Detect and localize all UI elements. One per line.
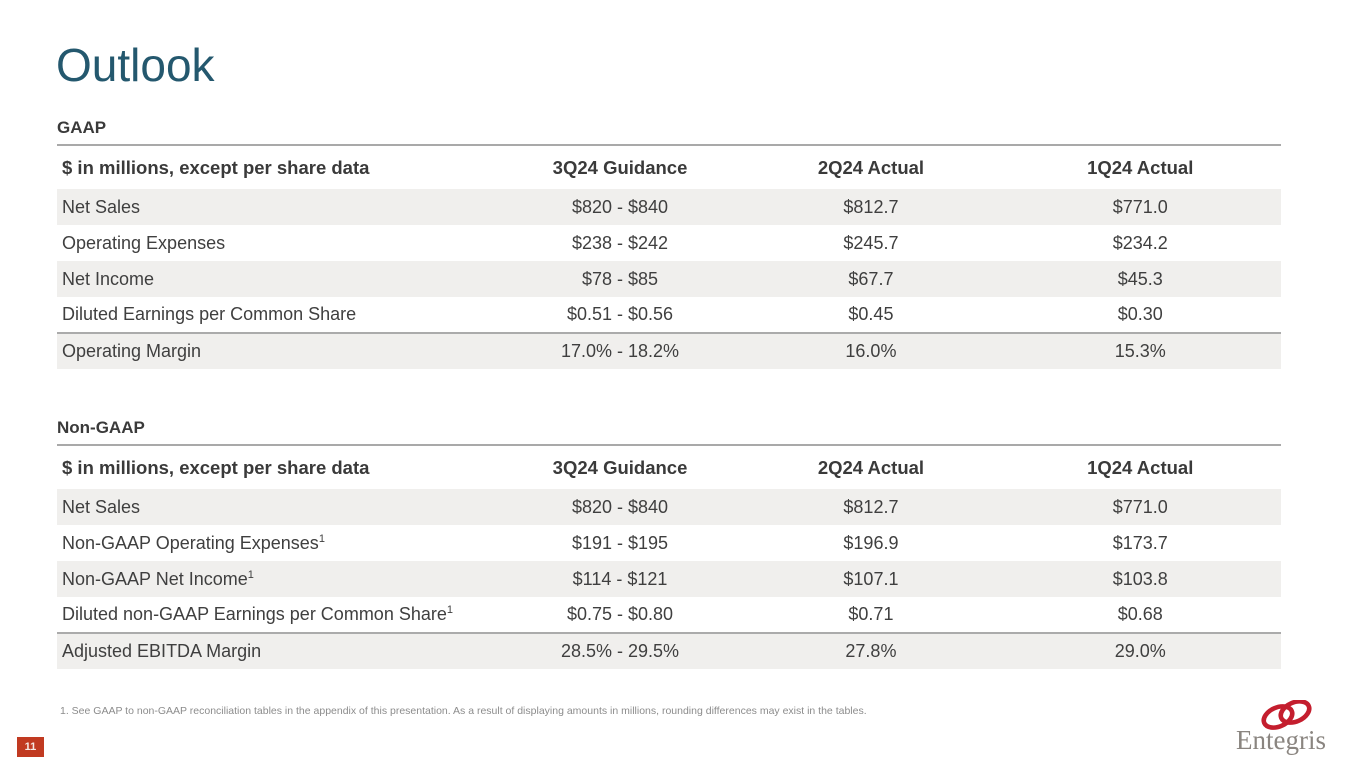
row-label: Non-GAAP Operating Expenses1 [62, 532, 325, 553]
row-label: Operating Expenses [62, 232, 226, 253]
cell-value: $0.71 [848, 604, 894, 624]
cell-value: $771.0 [1112, 496, 1168, 517]
non-gaap-section: Non-GAAP $ in millions, except per share… [57, 418, 1281, 669]
footnote-marker: 1 [446, 604, 453, 616]
row-label: Net Sales [62, 496, 141, 517]
cell-value: 28.5% - 29.5% [560, 641, 680, 661]
cell-value: 15.3% [1114, 341, 1166, 361]
cell-value: $238 - $242 [571, 232, 669, 253]
row-label: Diluted Earnings per Common Share [62, 304, 357, 324]
column-header: 1Q24 Actual [1087, 156, 1194, 178]
table-row: Diluted non-GAAP Earnings per Common Sha… [57, 597, 1281, 633]
row-label: Adjusted EBITDA Margin [62, 641, 262, 661]
page-title: Outlook [56, 39, 215, 91]
footnote-marker: 1 [318, 532, 325, 545]
column-header: 2Q24 Actual [817, 456, 925, 478]
cell-value: $0.75 - $0.80 [566, 604, 674, 624]
row-label: Net Sales [62, 196, 141, 217]
cell-value: $0.45 [848, 304, 894, 324]
column-header: 3Q24 Guidance [552, 156, 688, 178]
table-row: Adjusted EBITDA Margin 28.5% - 29.5% 27.8%… [57, 633, 1281, 669]
cell-value: $173.7 [1112, 532, 1168, 553]
row-label: Operating Margin [62, 341, 202, 361]
gaap-header-row: $ in millions, except per share data 3Q24… [57, 145, 1281, 189]
cell-value: $820 - $840 [571, 196, 669, 217]
cell-value: $812.7 [843, 196, 899, 217]
table-row: Operating Expenses $238 - $242 $245.7 $234.… [57, 225, 1281, 261]
non-gaap-table: $ in millions, except per share data 3Q24… [57, 444, 1281, 669]
cell-value: $820 - $840 [571, 496, 669, 517]
column-header: $ in millions, except per share data [62, 156, 370, 178]
table-row: Operating Margin 17.0% - 18.2% 16.0% 15.3% [57, 333, 1281, 369]
entegris-logo: Entegris [1221, 700, 1341, 756]
cell-value: $196.9 [843, 532, 899, 553]
cell-value: $812.7 [843, 496, 899, 517]
cell-value: $771.0 [1112, 196, 1168, 217]
page-number-badge: 11 [17, 737, 44, 757]
cell-value: 17.0% - 18.2% [560, 341, 680, 361]
logo-wordmark: Entegris [1236, 725, 1326, 755]
row-label: Diluted non-GAAP Earnings per Common Sha… [62, 604, 453, 624]
cell-value: $107.1 [843, 568, 899, 589]
footnote-marker: 1 [247, 568, 254, 581]
non-gaap-section-heading: Non-GAAP [57, 418, 145, 437]
cell-value: $191 - $195 [571, 532, 669, 553]
table-row: Net Income $78 - $85 $67.7 $45.3 [57, 261, 1281, 297]
table-row: Net Sales $820 - $840 $812.7 $771.0 [57, 489, 1281, 525]
gaap-section-heading: GAAP [57, 118, 107, 137]
gaap-table: $ in millions, except per share data 3Q24… [57, 144, 1281, 369]
non-gaap-header-row: $ in millions, except per share data 3Q24… [57, 445, 1281, 489]
footnote: 1. See GAAP to non-GAAP reconciliation t… [60, 705, 867, 717]
cell-value: 27.8% [845, 641, 897, 661]
cell-value: $0.30 [1117, 304, 1163, 324]
logo-rings-icon [1261, 700, 1312, 730]
table-row: Net Sales $820 - $840 $812.7 $771.0 [57, 189, 1281, 225]
cell-value: $45.3 [1117, 268, 1163, 289]
column-header: 1Q24 Actual [1087, 456, 1194, 478]
column-header: 2Q24 Actual [817, 156, 925, 178]
cell-value: $234.2 [1112, 232, 1168, 253]
column-header: $ in millions, except per share data [62, 456, 370, 478]
cell-value: $0.51 - $0.56 [566, 304, 674, 324]
cell-value: $78 - $85 [581, 268, 659, 289]
row-label: Net Income [62, 268, 155, 289]
table-row: Non-GAAP Net Income1 $114 - $121 $107.1 $10… [57, 561, 1281, 597]
cell-value: $114 - $121 [572, 568, 668, 589]
row-label: Non-GAAP Net Income1 [62, 568, 254, 589]
cell-value: $0.68 [1117, 604, 1163, 624]
table-row: Diluted Earnings per Common Share $0.51 -… [57, 297, 1281, 333]
cell-value: 29.0% [1114, 641, 1166, 661]
cell-value: 16.0% [845, 341, 897, 361]
cell-value: $103.8 [1112, 568, 1168, 589]
table-row: Non-GAAP Operating Expenses1 $191 - $195 $… [57, 525, 1281, 561]
gaap-section: GAAP $ in millions, except per share dat… [57, 118, 1281, 369]
column-header: 3Q24 Guidance [552, 456, 688, 478]
cell-value: $67.7 [848, 268, 894, 289]
cell-value: $245.7 [843, 232, 899, 253]
